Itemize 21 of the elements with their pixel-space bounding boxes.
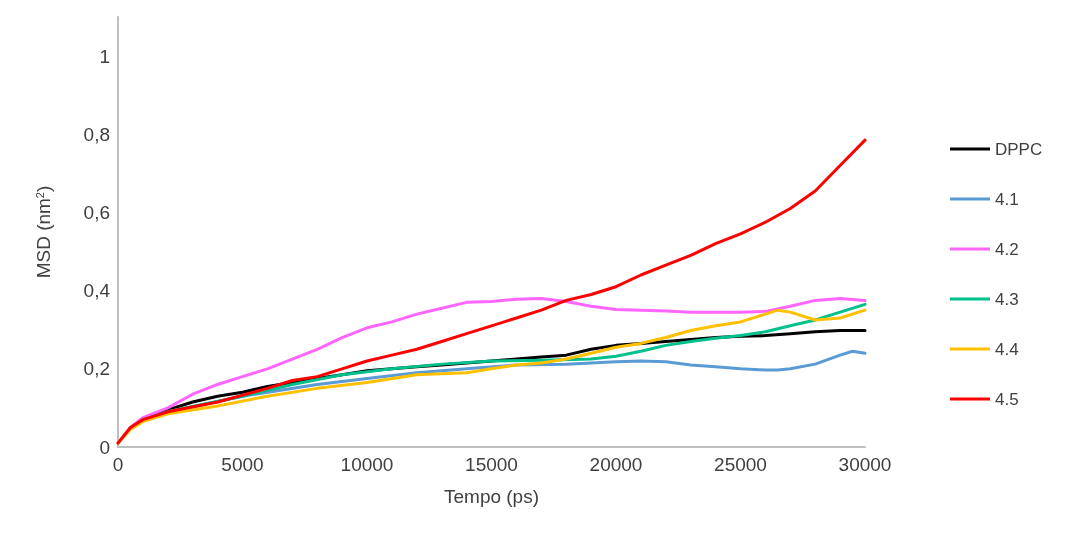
y-tick-label: 0 xyxy=(99,436,110,458)
x-tick-label: 30000 xyxy=(838,454,892,475)
legend-label: 4.3 xyxy=(995,289,1019,309)
x-tick-label: 15000 xyxy=(465,454,518,475)
y-tick-label: 0,6 xyxy=(83,201,110,223)
y-tick-label: 0,4 xyxy=(83,280,111,302)
x-tick-label: 10000 xyxy=(340,454,394,475)
x-tick-label: 25000 xyxy=(714,454,767,475)
x-axis-title: Tempo (ps) xyxy=(443,486,540,507)
legend-label: DPPC xyxy=(995,139,1043,159)
legend-label: 4.2 xyxy=(995,239,1019,259)
y-axis-title: MSD (nm2) xyxy=(33,185,54,279)
y-tick-label: 1 xyxy=(99,45,110,67)
y-tick-label: 0,8 xyxy=(83,123,110,145)
x-tick-label: 5000 xyxy=(221,454,264,475)
legend-label: 4.4 xyxy=(995,339,1019,359)
legend-label: 4.5 xyxy=(995,389,1019,409)
x-tick-label: 20000 xyxy=(589,454,643,475)
y-tick-label: 0,2 xyxy=(83,358,110,380)
x-tick-label: 0 xyxy=(112,454,124,475)
legend-label: 4.1 xyxy=(995,189,1019,209)
